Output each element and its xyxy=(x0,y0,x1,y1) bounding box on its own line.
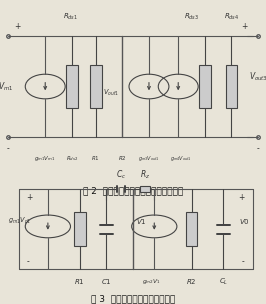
Text: $V1$: $V1$ xyxy=(136,216,146,226)
Text: -: - xyxy=(257,144,259,153)
Bar xyxy=(199,65,211,108)
Text: $R_z$: $R_z$ xyxy=(140,168,150,181)
Text: +: + xyxy=(27,193,33,202)
Text: $R_{ds3}$: $R_{ds3}$ xyxy=(184,12,199,22)
Bar xyxy=(186,212,197,246)
Text: -: - xyxy=(27,257,29,267)
Text: -: - xyxy=(242,257,245,267)
Text: $R_{ds4}$: $R_{ds4}$ xyxy=(224,12,239,22)
Text: +: + xyxy=(15,22,21,31)
Text: +: + xyxy=(241,22,247,31)
Text: $R2$: $R2$ xyxy=(186,277,197,286)
Text: +: + xyxy=(238,193,245,202)
Text: $g_{m4}V_{out1}$: $g_{m4}V_{out1}$ xyxy=(170,154,192,163)
Text: $V_{m1}$: $V_{m1}$ xyxy=(0,80,13,93)
Text: $g_{m1}V_{m1}$: $g_{m1}V_{m1}$ xyxy=(35,154,56,163)
Bar xyxy=(66,65,78,108)
Text: $g_{m3}V_{out1}$: $g_{m3}V_{out1}$ xyxy=(138,154,160,163)
Bar xyxy=(140,186,150,192)
Text: $g_{m1}V_{p1}$: $g_{m1}V_{p1}$ xyxy=(8,215,31,227)
Text: $R1$: $R1$ xyxy=(74,277,85,286)
Bar xyxy=(74,212,86,246)
Text: $g_{m2}V_1$: $g_{m2}V_1$ xyxy=(142,277,161,286)
Text: $R_{ds1}$: $R_{ds1}$ xyxy=(63,12,78,22)
Text: $V_{out1}$: $V_{out1}$ xyxy=(103,88,120,98)
Text: $C_c$: $C_c$ xyxy=(116,168,126,181)
Text: 图 2  互补输出级的密勒等效小信号电路: 图 2 互补输出级的密勒等效小信号电路 xyxy=(83,187,183,196)
Text: $R2$: $R2$ xyxy=(118,154,127,162)
Text: $R1$: $R1$ xyxy=(91,154,100,162)
Text: $C1$: $C1$ xyxy=(101,277,112,286)
Text: $R_{ds2}$: $R_{ds2}$ xyxy=(66,154,78,163)
Text: 图 3  使用调零电容的补偿原理图: 图 3 使用调零电容的补偿原理图 xyxy=(91,295,175,304)
Text: $V0$: $V0$ xyxy=(239,216,250,226)
Text: $C_L$: $C_L$ xyxy=(219,277,228,288)
Text: $V_{out3}$: $V_{out3}$ xyxy=(248,71,266,83)
Bar xyxy=(90,65,102,108)
Text: -: - xyxy=(7,144,9,153)
Bar xyxy=(226,65,237,108)
